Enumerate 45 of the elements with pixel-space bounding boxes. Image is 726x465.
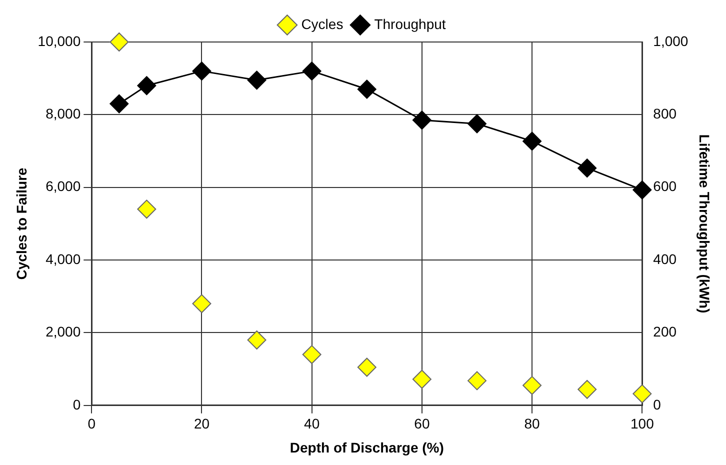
y-tick-label: 0 [72,396,81,412]
point [137,200,156,219]
y-axis-title: Cycles to Failure [13,167,30,280]
point [632,180,652,200]
y2-tick-label: 400 [653,250,677,267]
x-tick-label: 20 [194,416,210,432]
point [522,376,542,395]
point [357,80,376,99]
point [412,370,432,389]
point [110,94,129,114]
y2-axis-title: Lifetime Throughput (kWh) [696,134,713,314]
legend-label: Throughput [374,16,446,32]
point [632,384,652,404]
point [192,62,212,81]
point [247,330,266,350]
point [302,62,322,81]
point [468,114,486,134]
y2-tick-label: 600 [653,178,677,194]
y2-tick-label: 1,000 [653,32,688,49]
x-tick-label: 80 [524,416,540,432]
point [522,132,542,151]
y2-tick-label: 0 [653,396,662,412]
point [247,70,266,90]
x-tick-label: 40 [304,416,320,432]
point [110,32,129,52]
x-tick-label: 100 [630,416,654,432]
x-tick-label: 0 [88,416,96,432]
y2-tick-label: 800 [653,106,677,122]
y-tick-label: 4,000 [46,250,81,267]
point [578,158,597,178]
point [357,358,376,377]
y-tick-label: 10,000 [38,32,81,49]
y-tick-label: 6,000 [46,178,81,194]
point [412,110,432,130]
point [137,76,156,96]
x-axis-title: Depth of Discharge (%) [290,439,444,456]
point [578,380,597,399]
y-tick-label: 2,000 [46,324,81,340]
x-tick-label: 60 [414,416,430,432]
legend-label: Cycles [301,16,344,32]
point [192,294,212,314]
y2-tick-label: 200 [653,324,677,340]
point [302,345,322,364]
y-tick-label: 8,000 [46,106,81,122]
point [468,371,486,390]
